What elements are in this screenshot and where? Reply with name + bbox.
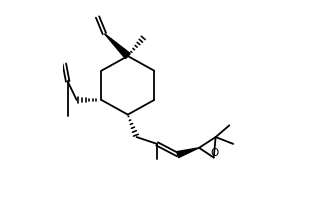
Polygon shape [104, 34, 130, 59]
Polygon shape [177, 148, 199, 158]
Text: O: O [211, 148, 219, 158]
